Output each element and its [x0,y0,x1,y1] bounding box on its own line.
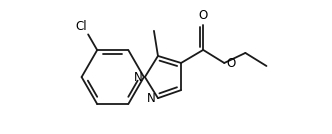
Text: O: O [226,57,235,70]
Text: Cl: Cl [75,20,87,33]
Text: N: N [134,70,143,83]
Text: O: O [199,9,208,22]
Text: N: N [147,92,156,105]
